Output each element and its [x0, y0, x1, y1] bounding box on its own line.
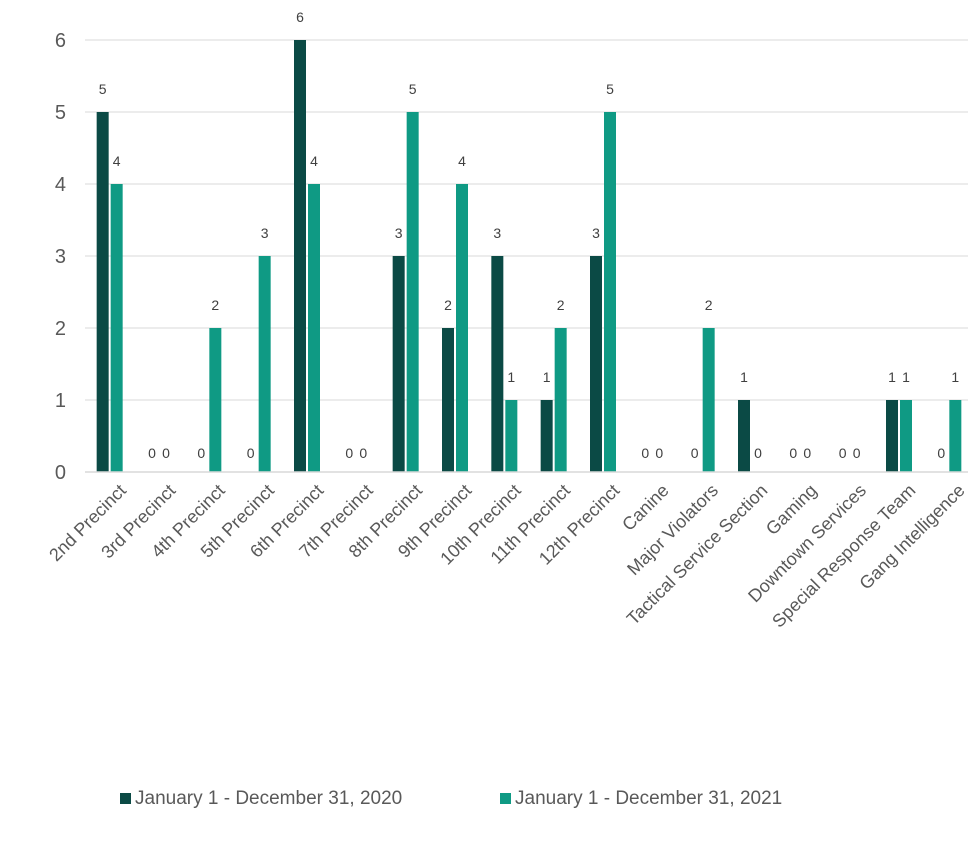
data-label: 2	[444, 297, 452, 313]
data-label: 0	[247, 445, 255, 461]
data-label: 4	[310, 153, 318, 169]
bars	[96, 40, 962, 472]
data-label: 3	[395, 225, 403, 241]
bar	[308, 184, 320, 472]
legend: January 1 - December 31, 2020 January 1 -…	[120, 788, 782, 809]
data-label: 4	[113, 153, 121, 169]
legend-swatch	[500, 793, 511, 804]
bar	[604, 112, 616, 472]
data-label: 2	[211, 297, 219, 313]
bar	[491, 256, 504, 472]
bar	[702, 328, 715, 472]
data-label: 0	[641, 445, 649, 461]
gridlines	[85, 39, 968, 401]
legend-swatch	[120, 793, 131, 804]
data-label: 3	[493, 225, 501, 241]
data-label: 3	[592, 225, 600, 241]
legend-label: January 1 - December 31, 2020	[135, 788, 402, 809]
bar	[392, 256, 405, 472]
data-label: 0	[937, 445, 945, 461]
y-tick-label: 6	[55, 30, 66, 52]
data-label: 5	[606, 81, 614, 97]
bar	[590, 256, 602, 472]
bar	[96, 112, 109, 472]
data-label: 1	[543, 369, 551, 385]
y-tick-label: 1	[55, 390, 66, 412]
y-tick-label: 4	[55, 174, 66, 196]
data-label: 0	[197, 445, 205, 461]
bar	[209, 328, 222, 472]
data-label: 5	[409, 81, 417, 97]
data-label: 1	[740, 369, 748, 385]
data-label: 0	[655, 445, 663, 461]
data-label: 3	[261, 225, 269, 241]
y-tick-label: 5	[55, 102, 66, 124]
legend-label: January 1 - December 31, 2021	[515, 788, 782, 809]
data-label: 4	[458, 153, 466, 169]
bar	[900, 400, 912, 472]
bar	[258, 256, 271, 472]
bar	[110, 184, 123, 472]
data-label: 2	[705, 297, 713, 313]
data-label: 0	[148, 445, 156, 461]
y-tick-label: 3	[55, 246, 66, 268]
data-label: 1	[888, 369, 896, 385]
y-tick-label: 0	[55, 462, 66, 484]
bar	[554, 328, 567, 472]
data-label: 1	[951, 369, 959, 385]
data-label: 6	[296, 9, 304, 25]
data-label: 2	[557, 297, 565, 313]
data-label: 0	[803, 445, 811, 461]
data-label: 1	[507, 369, 515, 385]
data-label: 1	[902, 369, 910, 385]
y-axis-ticks: 0 1 2 3 4 5 6	[55, 30, 66, 484]
y-tick-label: 2	[55, 318, 66, 340]
data-label: 0	[345, 445, 353, 461]
bar	[456, 184, 468, 472]
bar	[886, 400, 898, 472]
bar	[949, 400, 962, 472]
data-label: 0	[839, 445, 847, 461]
bar	[294, 40, 306, 472]
data-label: 0	[691, 445, 699, 461]
bar	[442, 328, 454, 472]
bar	[406, 112, 419, 472]
data-label: 0	[789, 445, 797, 461]
data-label: 0	[754, 445, 762, 461]
data-label: 5	[99, 81, 107, 97]
bar	[738, 400, 750, 472]
data-label: 0	[359, 445, 367, 461]
bar	[505, 400, 518, 472]
data-label: 0	[853, 445, 861, 461]
data-label: 0	[162, 445, 170, 461]
bar	[540, 400, 553, 472]
